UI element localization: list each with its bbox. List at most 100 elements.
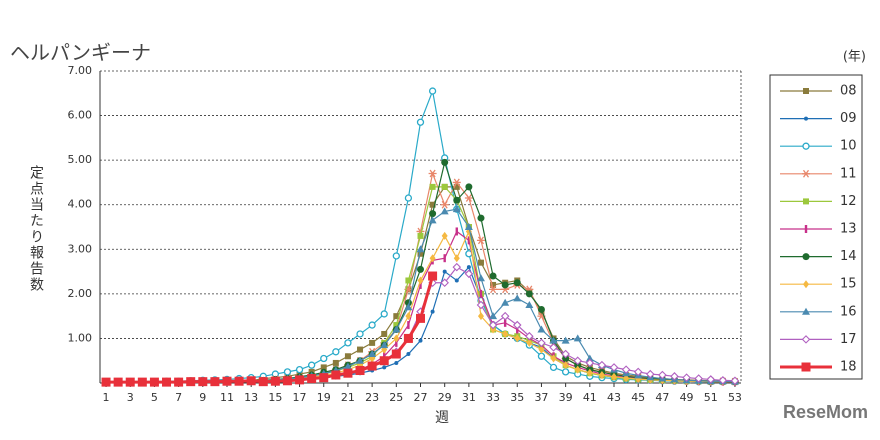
marker <box>501 298 510 306</box>
marker <box>416 245 425 253</box>
marker <box>162 377 172 387</box>
legend-label: 15 <box>840 277 857 292</box>
marker <box>516 325 519 334</box>
marker <box>404 303 413 311</box>
marker <box>489 312 498 320</box>
marker <box>356 330 364 338</box>
marker <box>429 254 436 263</box>
marker <box>453 183 460 190</box>
marker <box>730 376 740 386</box>
marker <box>804 225 808 233</box>
legend-label: 10 <box>840 139 857 154</box>
marker <box>803 198 809 205</box>
marker <box>428 87 437 95</box>
x-axis-label: 週 <box>435 410 449 426</box>
marker <box>453 196 461 204</box>
marker <box>320 364 327 371</box>
legend-label: 08 <box>840 84 857 99</box>
marker <box>585 358 595 368</box>
x-tick-label: 41 <box>583 391 597 404</box>
marker <box>428 216 437 224</box>
marker <box>467 236 471 245</box>
x-tick-label: 5 <box>151 391 158 404</box>
marker <box>465 183 473 191</box>
marker <box>407 321 410 330</box>
marker <box>381 330 388 337</box>
legend-label: 16 <box>840 304 857 319</box>
marker <box>452 205 461 213</box>
y-tick-label: 1.00 <box>68 331 93 344</box>
marker <box>561 368 570 376</box>
marker <box>525 301 534 308</box>
x-tick-label: 23 <box>365 391 379 404</box>
chart-title: ヘルパンギーナ <box>10 41 151 65</box>
marker <box>428 271 438 281</box>
legend-label: 11 <box>840 166 857 181</box>
x-tick-label: 31 <box>462 391 476 404</box>
marker <box>246 376 256 386</box>
marker <box>441 231 448 240</box>
x-tick-label: 39 <box>559 391 573 404</box>
x-tick-label: 13 <box>244 391 258 404</box>
marker <box>440 200 449 209</box>
marker <box>525 331 534 341</box>
marker <box>452 178 461 187</box>
x-tick-label: 49 <box>680 391 694 404</box>
marker <box>549 363 558 372</box>
marker <box>454 278 459 283</box>
marker <box>477 312 484 321</box>
marker <box>550 354 557 363</box>
marker <box>502 329 509 338</box>
marker <box>393 334 400 343</box>
marker <box>393 313 400 320</box>
marker <box>802 169 810 178</box>
marker <box>585 354 594 362</box>
marker <box>802 142 810 150</box>
x-tick-label: 9 <box>199 391 206 404</box>
marker <box>503 318 507 327</box>
marker <box>441 183 448 190</box>
x-tick-label: 45 <box>631 391 645 404</box>
marker <box>611 372 618 381</box>
marker <box>801 362 811 372</box>
marker <box>332 348 340 356</box>
marker <box>113 377 123 387</box>
marker <box>464 269 474 279</box>
marker <box>367 361 377 371</box>
marker <box>295 375 305 385</box>
marker <box>405 277 412 284</box>
marker <box>319 373 329 383</box>
marker <box>658 370 667 380</box>
marker <box>489 272 497 280</box>
marker <box>357 346 364 353</box>
marker <box>609 363 619 372</box>
marker <box>476 236 485 245</box>
marker <box>573 334 582 342</box>
marker <box>368 321 376 329</box>
marker <box>343 362 352 370</box>
legend-title: (年) <box>843 50 866 65</box>
marker <box>549 343 558 352</box>
marker <box>234 376 244 386</box>
marker <box>489 285 498 294</box>
marker <box>428 169 437 178</box>
marker <box>417 250 424 257</box>
marker <box>283 368 292 376</box>
marker <box>549 336 558 344</box>
marker <box>537 325 546 333</box>
marker <box>455 227 458 236</box>
legend-label: 17 <box>840 332 857 347</box>
marker <box>476 300 486 310</box>
marker <box>369 339 376 346</box>
marker <box>500 311 510 321</box>
marker <box>418 338 423 343</box>
marker <box>646 369 655 379</box>
legend-label: 09 <box>840 111 857 126</box>
marker <box>476 274 485 282</box>
y-tick-label: 3.00 <box>68 242 93 255</box>
marker <box>537 305 545 313</box>
marker <box>464 194 473 202</box>
marker <box>694 374 703 383</box>
legend-label: 13 <box>840 222 857 237</box>
